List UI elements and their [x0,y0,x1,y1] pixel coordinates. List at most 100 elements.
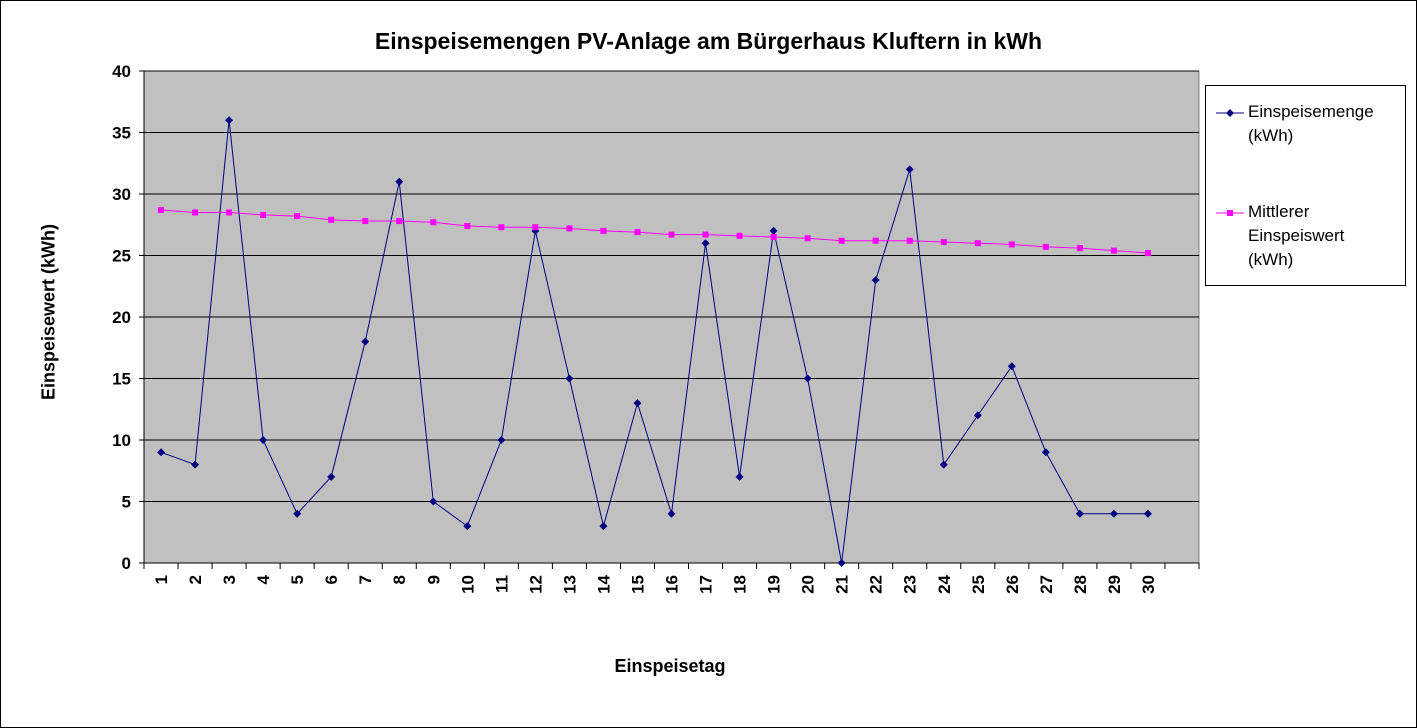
data-point-einspeisemenge [429,497,438,506]
data-point-mittlerer-einspeiswert [294,213,301,220]
data-point-mittlerer-einspeiswert [362,218,369,225]
data-point-einspeisemenge [837,559,846,567]
data-point-mittlerer-einspeiswert [1144,250,1151,257]
data-point-einspeisemenge [361,337,370,346]
data-point-einspeisemenge [1109,509,1118,518]
data-point-einspeisemenge [1041,448,1050,457]
x-tick-label: 20 [799,575,818,594]
data-point-einspeisemenge [327,472,336,481]
data-point-mittlerer-einspeiswert [702,231,709,238]
data-point-mittlerer-einspeiswert [192,209,199,216]
data-point-mittlerer-einspeiswert [872,237,879,244]
x-tick-label: 22 [867,575,886,594]
data-point-einspeisemenge [599,522,608,531]
data-point-mittlerer-einspeiswert [158,206,165,213]
data-point-mittlerer-einspeiswert [838,237,845,244]
x-tick-label: 10 [458,575,477,594]
data-point-einspeisemenge [395,177,404,186]
data-point-mittlerer-einspeiswert [566,225,573,232]
legend-swatch-einspeisemenge [1216,109,1244,117]
data-point-mittlerer-einspeiswert [974,240,981,247]
x-tick-label: 26 [1003,575,1022,594]
data-point-mittlerer-einspeiswert [906,237,913,244]
legend-swatch-mittlerer-einspeiswert [1216,210,1244,216]
legend-label-mittlerer-einspeiswert: Mittlerer Einspeiswert (kWh) [1248,200,1398,272]
x-tick-label: 4 [254,574,273,584]
data-point-einspeisemenge [973,411,982,420]
data-point-mittlerer-einspeiswert [1076,245,1083,252]
data-point-einspeisemenge [225,116,234,125]
legend-item-einspeisemenge: Einspeisemenge (kWh) [1214,102,1398,148]
x-tick-label: 8 [390,575,409,584]
y-tick-label: 40 [112,62,131,81]
data-point-mittlerer-einspeiswert [498,224,505,231]
data-point-einspeisemenge [463,522,472,531]
data-point-mittlerer-einspeiswert [668,231,675,238]
data-point-mittlerer-einspeiswert [396,218,403,225]
x-tick-label: 6 [322,575,341,584]
y-tick-label: 20 [112,308,131,327]
x-tick-label: 1 [152,575,171,584]
x-tick-label: 17 [697,575,716,594]
legend-label-line: Einspeisemenge [1248,102,1374,121]
data-point-mittlerer-einspeiswert [464,222,471,229]
x-tick-label: 15 [628,575,647,594]
series-line-mittlerer-einspeiswert [160,209,1148,254]
y-tick-label: 10 [112,431,131,450]
data-point-einspeisemenge [191,460,200,469]
data-point-einspeisemenge [565,374,574,383]
data-point-mittlerer-einspeiswert [634,229,641,236]
x-tick-label: 16 [663,575,682,594]
x-tick-label: 28 [1071,575,1090,594]
y-tick-label: 25 [112,247,131,266]
data-point-einspeisemenge [871,276,880,285]
data-point-einspeisemenge [633,399,642,408]
x-tick-label: 14 [594,574,613,593]
data-point-einspeisemenge [769,226,778,235]
data-point-einspeisemenge [157,448,166,457]
legend-label-line: Mittlerer [1248,202,1310,221]
legend-label-line: (kWh) [1248,250,1294,269]
data-point-einspeisemenge [293,509,302,518]
data-point-mittlerer-einspeiswert [226,209,233,216]
y-tick-label: 15 [112,370,131,389]
x-tick-label: 9 [424,575,443,584]
data-point-mittlerer-einspeiswert [1042,243,1049,250]
series-line-einspeisemenge [160,120,1148,564]
data-point-mittlerer-einspeiswert [736,232,743,239]
data-point-einspeisemenge [905,165,914,174]
data-point-einspeisemenge [735,472,744,481]
legend-label-line: Einspeiswert [1248,226,1345,245]
data-point-einspeisemenge [1075,509,1084,518]
y-tick-label: 5 [122,493,131,512]
x-tick-label: 25 [969,575,988,594]
legend: Einspeisemenge (kWh) Mittlerer Einspeisw… [1205,85,1406,286]
x-tick-label: 30 [1139,575,1158,594]
data-point-mittlerer-einspeiswert [804,235,811,242]
data-point-mittlerer-einspeiswert [1008,241,1015,248]
x-tick-label: 3 [220,575,239,584]
data-point-mittlerer-einspeiswert [260,211,267,218]
legend-item-mittlerer-einspeiswert: Mittlerer Einspeiswert (kWh) [1214,202,1398,272]
x-tick-label: 23 [901,575,920,594]
y-tick-label: 30 [112,185,131,204]
x-tick-label: 27 [1037,575,1056,594]
chart-title: Einspeisemengen PV-Anlage am Bürgerhaus … [374,28,1043,54]
x-tick-label: 11 [492,575,511,593]
x-axis-title: Einspeisetag [614,656,726,676]
data-point-einspeisemenge [701,239,710,248]
x-tick-label: 5 [288,575,307,584]
x-tick-label: 18 [731,575,750,594]
data-point-einspeisemenge [1143,509,1152,518]
data-point-einspeisemenge [259,436,268,444]
x-tick-label: 19 [765,575,784,594]
x-tick-label: 13 [560,575,579,594]
data-point-mittlerer-einspeiswert [600,227,607,234]
data-point-mittlerer-einspeiswert [770,234,777,241]
x-tick-label: 2 [186,575,205,584]
data-point-einspeisemenge [939,460,948,469]
data-point-einspeisemenge [497,436,506,444]
x-tick-label: 24 [935,574,954,593]
y-tick-label: 0 [122,554,131,573]
